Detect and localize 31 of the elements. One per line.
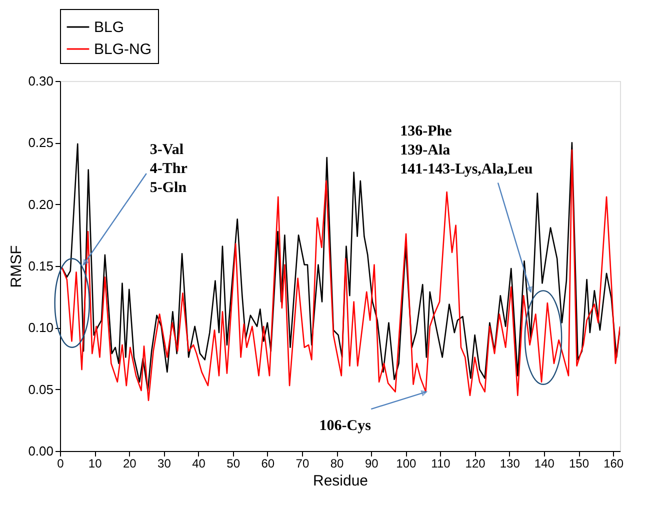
x-tick-label: 40 xyxy=(192,456,206,470)
annotation: 106-Cys xyxy=(319,418,372,434)
x-tick-label: 30 xyxy=(158,456,172,470)
x-tick-label: 140 xyxy=(534,456,555,470)
x-tick-label: 100 xyxy=(396,456,417,470)
x-tick-label: 70 xyxy=(296,456,310,470)
x-tick-label: 60 xyxy=(261,456,275,470)
y-tick-label: 0.30 xyxy=(28,74,54,88)
y-tick-label: 0.25 xyxy=(28,135,54,150)
x-tick-label: 80 xyxy=(330,456,344,470)
legend-label: BLG-NG xyxy=(94,41,152,58)
y-tick-label: 0.20 xyxy=(28,196,54,212)
x-tick-label: 90 xyxy=(364,456,379,470)
y-tick-label: 0.05 xyxy=(28,382,54,397)
annotation: 136-Phe 139-Ala 141-143-Lys,Ala,Leu xyxy=(400,123,533,178)
y-tick-label: 0.00 xyxy=(28,444,54,458)
x-tick-label: 110 xyxy=(431,456,451,470)
annotation: 3-Val 4-Thr 5-Gln xyxy=(150,142,188,196)
x-tick-label: 120 xyxy=(465,456,486,470)
x-tick-label: 20 xyxy=(122,456,137,470)
x-tick-label: 150 xyxy=(569,456,590,470)
x-axis-title: Residue xyxy=(312,472,368,490)
y-tick-label: 0.15 xyxy=(28,258,54,274)
x-tick-label: 130 xyxy=(500,456,520,470)
x-tick-label: 50 xyxy=(226,456,240,470)
x-tick-label: 0 xyxy=(57,456,64,470)
y-axis-title: RMSF xyxy=(8,245,26,288)
y-tick-label: 0.10 xyxy=(28,320,54,336)
legend-label: BLG xyxy=(94,19,124,36)
x-tick-label: 10 xyxy=(88,456,102,470)
x-tick-label: 160 xyxy=(604,456,624,470)
